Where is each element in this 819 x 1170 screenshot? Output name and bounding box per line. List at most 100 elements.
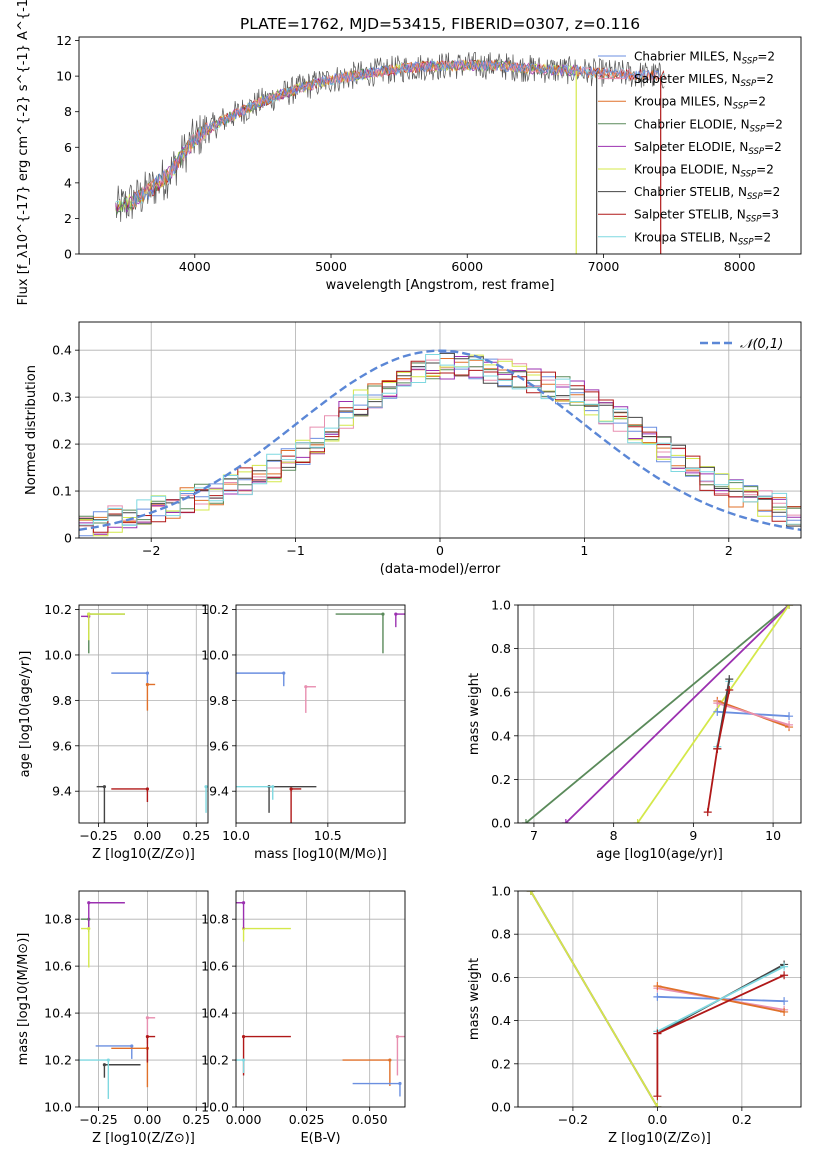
y-tick-label: 0.2: [491, 772, 511, 787]
histogram-chabrier-miles: [79, 351, 801, 537]
y-axis-label: age [log10(age/yr)]: [18, 651, 33, 778]
plot-area-massweight-vs-age: [518, 605, 801, 823]
x-tick-label: 0.000: [226, 1112, 262, 1127]
x-axis-label: Z [log10(Z/Z⊙)]: [92, 847, 195, 862]
y-tick-label: 10.6: [44, 959, 72, 974]
x-tick-label: 1: [580, 543, 588, 558]
weight-marker-chabrier-miles: [713, 707, 722, 716]
axes-frame: [235, 604, 406, 824]
x-axis-label: Z [log10(Z/Z⊙)]: [92, 1131, 195, 1146]
y-tick-label: 9.6: [209, 738, 229, 753]
y-tick-label: 10.2: [201, 602, 229, 617]
y-tick-label: 0: [64, 247, 72, 262]
x-tick-label: 0.00: [133, 828, 161, 843]
weight-line-kroupa-elodie: [529, 891, 659, 1107]
y-axis-label: mass weight: [467, 673, 482, 755]
point-chabrier-elodie: [381, 612, 385, 616]
point-kroupa-stelib: [241, 1058, 246, 1062]
point-salpeter-elodie: [87, 901, 91, 905]
y-tick-label: 0.3: [52, 390, 72, 405]
spectrum-line-salpeter-miles: [131, 59, 660, 208]
legend-entry-kroupa-miles: Kroupa MILES, NSSP=2: [634, 95, 766, 112]
x-tick-label: 0.25: [182, 828, 210, 843]
weight-marker-salpeter-elodie: [561, 819, 570, 823]
y-tick-label: 9.8: [209, 693, 229, 708]
axes-frame: [78, 604, 209, 824]
y-axis-label: Flux [f_λ10^{-17} erg cm^{-2} s^{-1} A^{…: [16, 0, 31, 305]
weight-line-salpeter-stelib: [706, 689, 731, 813]
weight-marker-kroupa-miles: [653, 982, 662, 991]
plot-area-residuals: [79, 322, 801, 538]
histogram-kroupa-elodie: [79, 354, 801, 537]
x-tick-label: 2: [725, 543, 733, 558]
x-tick-label: −2: [142, 543, 160, 558]
y-tick-label: 4: [64, 175, 72, 190]
weight-marker-salpeter-stelib: [780, 971, 789, 980]
point-kroupa-miles: [145, 682, 150, 687]
y-tick-label: 1.0: [491, 598, 511, 613]
point-kroupa-elodie: [87, 612, 91, 616]
point-salpeter-miles: [304, 685, 308, 689]
y-tick-label: 0.6: [491, 685, 511, 700]
weight-marker-chabrier-miles: [780, 997, 789, 1006]
histogram-salpeter-stelib: [79, 360, 801, 533]
panel-mass-vs-Z: −0.25 0.00 0.25 10.0 10.2 10.4 10.6 10.8 Z [log1…: [16, 890, 210, 1146]
panel-residuals: −2 −1 0 1 2 0 0.1 0.2 0.3 0.4 (data-model)/error No…: [24, 321, 802, 577]
legend-entry-kroupa-elodie: Kroupa ELODIE, NSSP=2: [634, 163, 774, 180]
spectrum-line-kroupa-elodie: [115, 59, 577, 215]
y-tick-label: 9.4: [209, 784, 229, 799]
x-tick-label: 0.0: [647, 1112, 667, 1127]
x-tick-label: 0.050: [352, 1112, 388, 1127]
y-tick-label: 0.8: [491, 641, 511, 656]
y-tick-label: 0.0: [491, 1100, 511, 1115]
weight-marker-kroupa-miles: [780, 1007, 789, 1016]
x-tick-label: 10.5: [314, 828, 342, 843]
x-tick-label: 7000: [588, 259, 620, 274]
x-axis-label: (data-model)/error: [380, 562, 501, 577]
y-axis-label: Normed distribution: [24, 365, 39, 495]
y-tick-label: 0.8: [491, 927, 511, 942]
weight-marker-chabrier-miles: [785, 712, 794, 721]
y-tick-label: 0.0: [491, 816, 511, 831]
y-tick-label: 6: [64, 140, 72, 155]
weight-marker-salpeter-stelib: [713, 744, 722, 753]
point-salpeter-miles: [145, 1016, 150, 1020]
plot-area-mass-vs-ebv: [236, 891, 405, 1107]
weight-marker-kroupa-elodie: [785, 605, 794, 609]
x-axis-label: E(B-V): [300, 1131, 340, 1146]
y-tick-label: 9.6: [52, 738, 72, 753]
weight-line-kroupa-elodie: [636, 605, 790, 823]
y-tick-label: 10: [56, 69, 72, 84]
y-tick-label: 0.1: [52, 484, 72, 499]
spectrum-line-kroupa-miles: [131, 59, 660, 208]
weight-marker-kroupa-stelib: [780, 962, 789, 971]
axes-frame: [78, 321, 802, 539]
panel-massweight-vs-Z: −0.2 0.0 0.2 0.0 0.2 0.4 0.6 0.8 1.0 Z [log10(Z/Z…: [467, 884, 802, 1146]
y-axis-label: mass weight: [467, 958, 482, 1040]
panel-age-vs-mass: 10.0 10.5 9.4 9.6 9.8 10.0 10.2 mass [log10(M/M…: [201, 602, 406, 862]
x-tick-label: 7: [530, 828, 538, 843]
legend-entry-chabrier-miles: Chabrier MILES, NSSP=2: [634, 50, 775, 67]
histogram-kroupa-stelib: [79, 354, 801, 526]
axes-frame: [517, 604, 802, 824]
point-chabrier-miles: [398, 1081, 402, 1086]
weight-marker-kroupa-elodie: [633, 819, 642, 823]
x-tick-label: −0.2: [558, 1112, 588, 1127]
y-tick-label: 10.0: [201, 1100, 229, 1115]
plot-area-mass-vs-Z: [79, 891, 208, 1107]
weight-line-salpeter-stelib: [656, 974, 785, 1097]
plot-area-age-vs-Z: [79, 605, 208, 823]
point-chabrier-stelib: [102, 785, 107, 789]
legend-entry-salpeter-stelib: Salpeter STELIB, NSSP=3: [634, 208, 779, 225]
y-tick-label: 0.6: [491, 970, 511, 985]
axes-frame: [78, 890, 209, 1108]
point-salpeter-miles: [395, 1034, 400, 1039]
weight-marker-salpeter-stelib: [653, 1092, 662, 1101]
legend-entry-salpeter-miles: Salpeter MILES, NSSP=2: [634, 72, 774, 89]
weight-marker-chabrier-stelib: [725, 675, 734, 684]
point-chabrier-miles: [130, 1044, 134, 1048]
normal-reference-curve: [79, 349, 801, 531]
point-kroupa-stelib: [204, 785, 208, 789]
plot-area-massweight-vs-Z: [518, 891, 801, 1107]
panel-age-vs-Z: −0.25 0.00 0.25 9.4 9.6 9.8 10.0 10.2 Z [log10(Z…: [18, 602, 210, 862]
